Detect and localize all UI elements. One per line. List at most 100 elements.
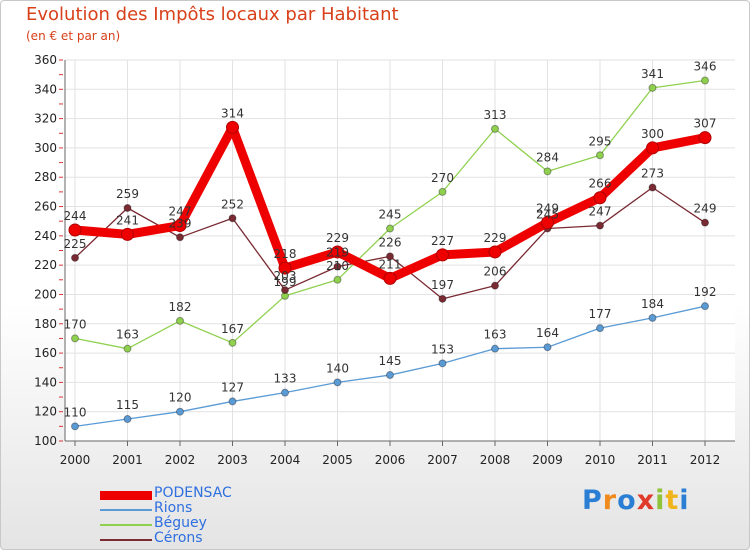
data-label: 210 <box>326 259 349 273</box>
legend-label-podensac: PODENSAC <box>154 485 232 501</box>
y-tick-label: 200 <box>34 287 57 301</box>
data-label: 229 <box>484 231 507 245</box>
y-tick-label: 280 <box>34 170 57 184</box>
data-label: 346 <box>694 60 717 74</box>
data-label: 170 <box>64 317 87 331</box>
data-label: 314 <box>221 106 244 120</box>
data-point <box>543 343 552 352</box>
data-label: 163 <box>116 328 139 342</box>
data-label: 249 <box>694 202 717 216</box>
data-point <box>281 286 289 295</box>
y-tick-label: 320 <box>34 112 57 126</box>
x-tick-label: 2007 <box>427 453 458 467</box>
data-label: 239 <box>169 216 192 230</box>
data-point <box>438 187 447 196</box>
logo-letter: x <box>636 485 656 516</box>
data-point <box>123 344 132 353</box>
data-point <box>646 141 659 155</box>
logo-letter: t <box>665 485 680 516</box>
data-label: 266 <box>589 177 612 191</box>
logo-letter: i <box>655 485 666 516</box>
data-label: 227 <box>431 234 454 248</box>
y-tick-label: 300 <box>34 141 57 155</box>
y-tick-label: 260 <box>34 200 57 214</box>
data-label: 127 <box>221 380 244 394</box>
data-label: 197 <box>431 278 454 292</box>
data-point <box>701 218 709 227</box>
x-tick-label: 2009 <box>532 453 563 467</box>
data-point <box>491 281 499 290</box>
data-point <box>333 275 342 284</box>
legend-label-cerons: Cérons <box>154 530 203 546</box>
data-point <box>593 191 607 205</box>
data-point <box>491 124 499 133</box>
x-tick-label: 2002 <box>165 453 196 467</box>
data-label: 300 <box>641 127 664 141</box>
data-point <box>176 407 184 416</box>
y-tick-label: 220 <box>34 258 57 272</box>
y-tick-label: 140 <box>34 375 57 389</box>
x-tick-label: 2004 <box>270 453 301 467</box>
data-label: 206 <box>484 265 507 279</box>
data-label: 249 <box>536 202 559 216</box>
data-label: 259 <box>116 187 139 201</box>
legend-label-rions: Rions <box>154 500 193 516</box>
logo-letter: o <box>617 485 637 516</box>
data-point <box>228 214 237 223</box>
data-label: 241 <box>116 213 139 227</box>
legend-swatch-beguey <box>100 524 152 526</box>
plot-area <box>65 60 735 441</box>
data-point <box>278 261 292 275</box>
data-point <box>701 302 709 311</box>
data-label: 270 <box>431 171 454 185</box>
data-point <box>176 316 184 325</box>
data-label: 244 <box>64 209 87 223</box>
data-label: 247 <box>589 205 612 219</box>
data-label: 211 <box>379 257 402 271</box>
data-label: 313 <box>484 108 507 122</box>
data-label: 184 <box>641 297 664 311</box>
data-point <box>488 245 502 259</box>
data-point <box>176 233 184 242</box>
data-label: 273 <box>641 166 664 180</box>
data-point <box>698 131 712 145</box>
x-tick-label: 2011 <box>637 453 668 467</box>
x-tick-label: 2001 <box>112 453 143 467</box>
data-label: 203 <box>274 269 297 283</box>
logo-letter: r <box>602 485 618 516</box>
data-point <box>386 371 394 380</box>
data-point <box>123 204 132 213</box>
legend-swatch-podensac <box>100 491 152 500</box>
data-point <box>436 248 449 262</box>
data-point <box>386 252 394 261</box>
y-tick-label: 340 <box>34 82 57 96</box>
data-label: 229 <box>326 231 349 245</box>
data-label: 145 <box>379 354 402 368</box>
data-label: 120 <box>169 391 192 405</box>
data-label: 247 <box>169 205 192 219</box>
data-label: 182 <box>169 300 192 314</box>
data-point <box>596 324 604 333</box>
data-point <box>226 120 239 134</box>
logo-letter: i <box>679 485 690 516</box>
x-tick-label: 2010 <box>585 453 616 467</box>
data-label: 226 <box>379 235 402 249</box>
data-point <box>173 219 187 233</box>
data-point <box>491 344 499 353</box>
data-label: 252 <box>221 197 244 211</box>
data-point <box>386 224 394 233</box>
data-point <box>281 388 289 397</box>
data-label: 140 <box>326 361 349 375</box>
chart-title: Evolution des Impôts locaux par Habitant <box>26 4 399 25</box>
data-label: 218 <box>274 247 297 261</box>
data-point <box>121 227 134 241</box>
logo-letter: P <box>582 485 603 516</box>
data-label: 115 <box>116 398 139 412</box>
y-tick-label: 180 <box>34 317 57 331</box>
data-label: 163 <box>484 328 507 342</box>
data-point <box>543 167 552 176</box>
data-point <box>648 313 657 322</box>
x-tick-label: 2008 <box>480 453 511 467</box>
y-tick-label: 360 <box>34 53 57 67</box>
